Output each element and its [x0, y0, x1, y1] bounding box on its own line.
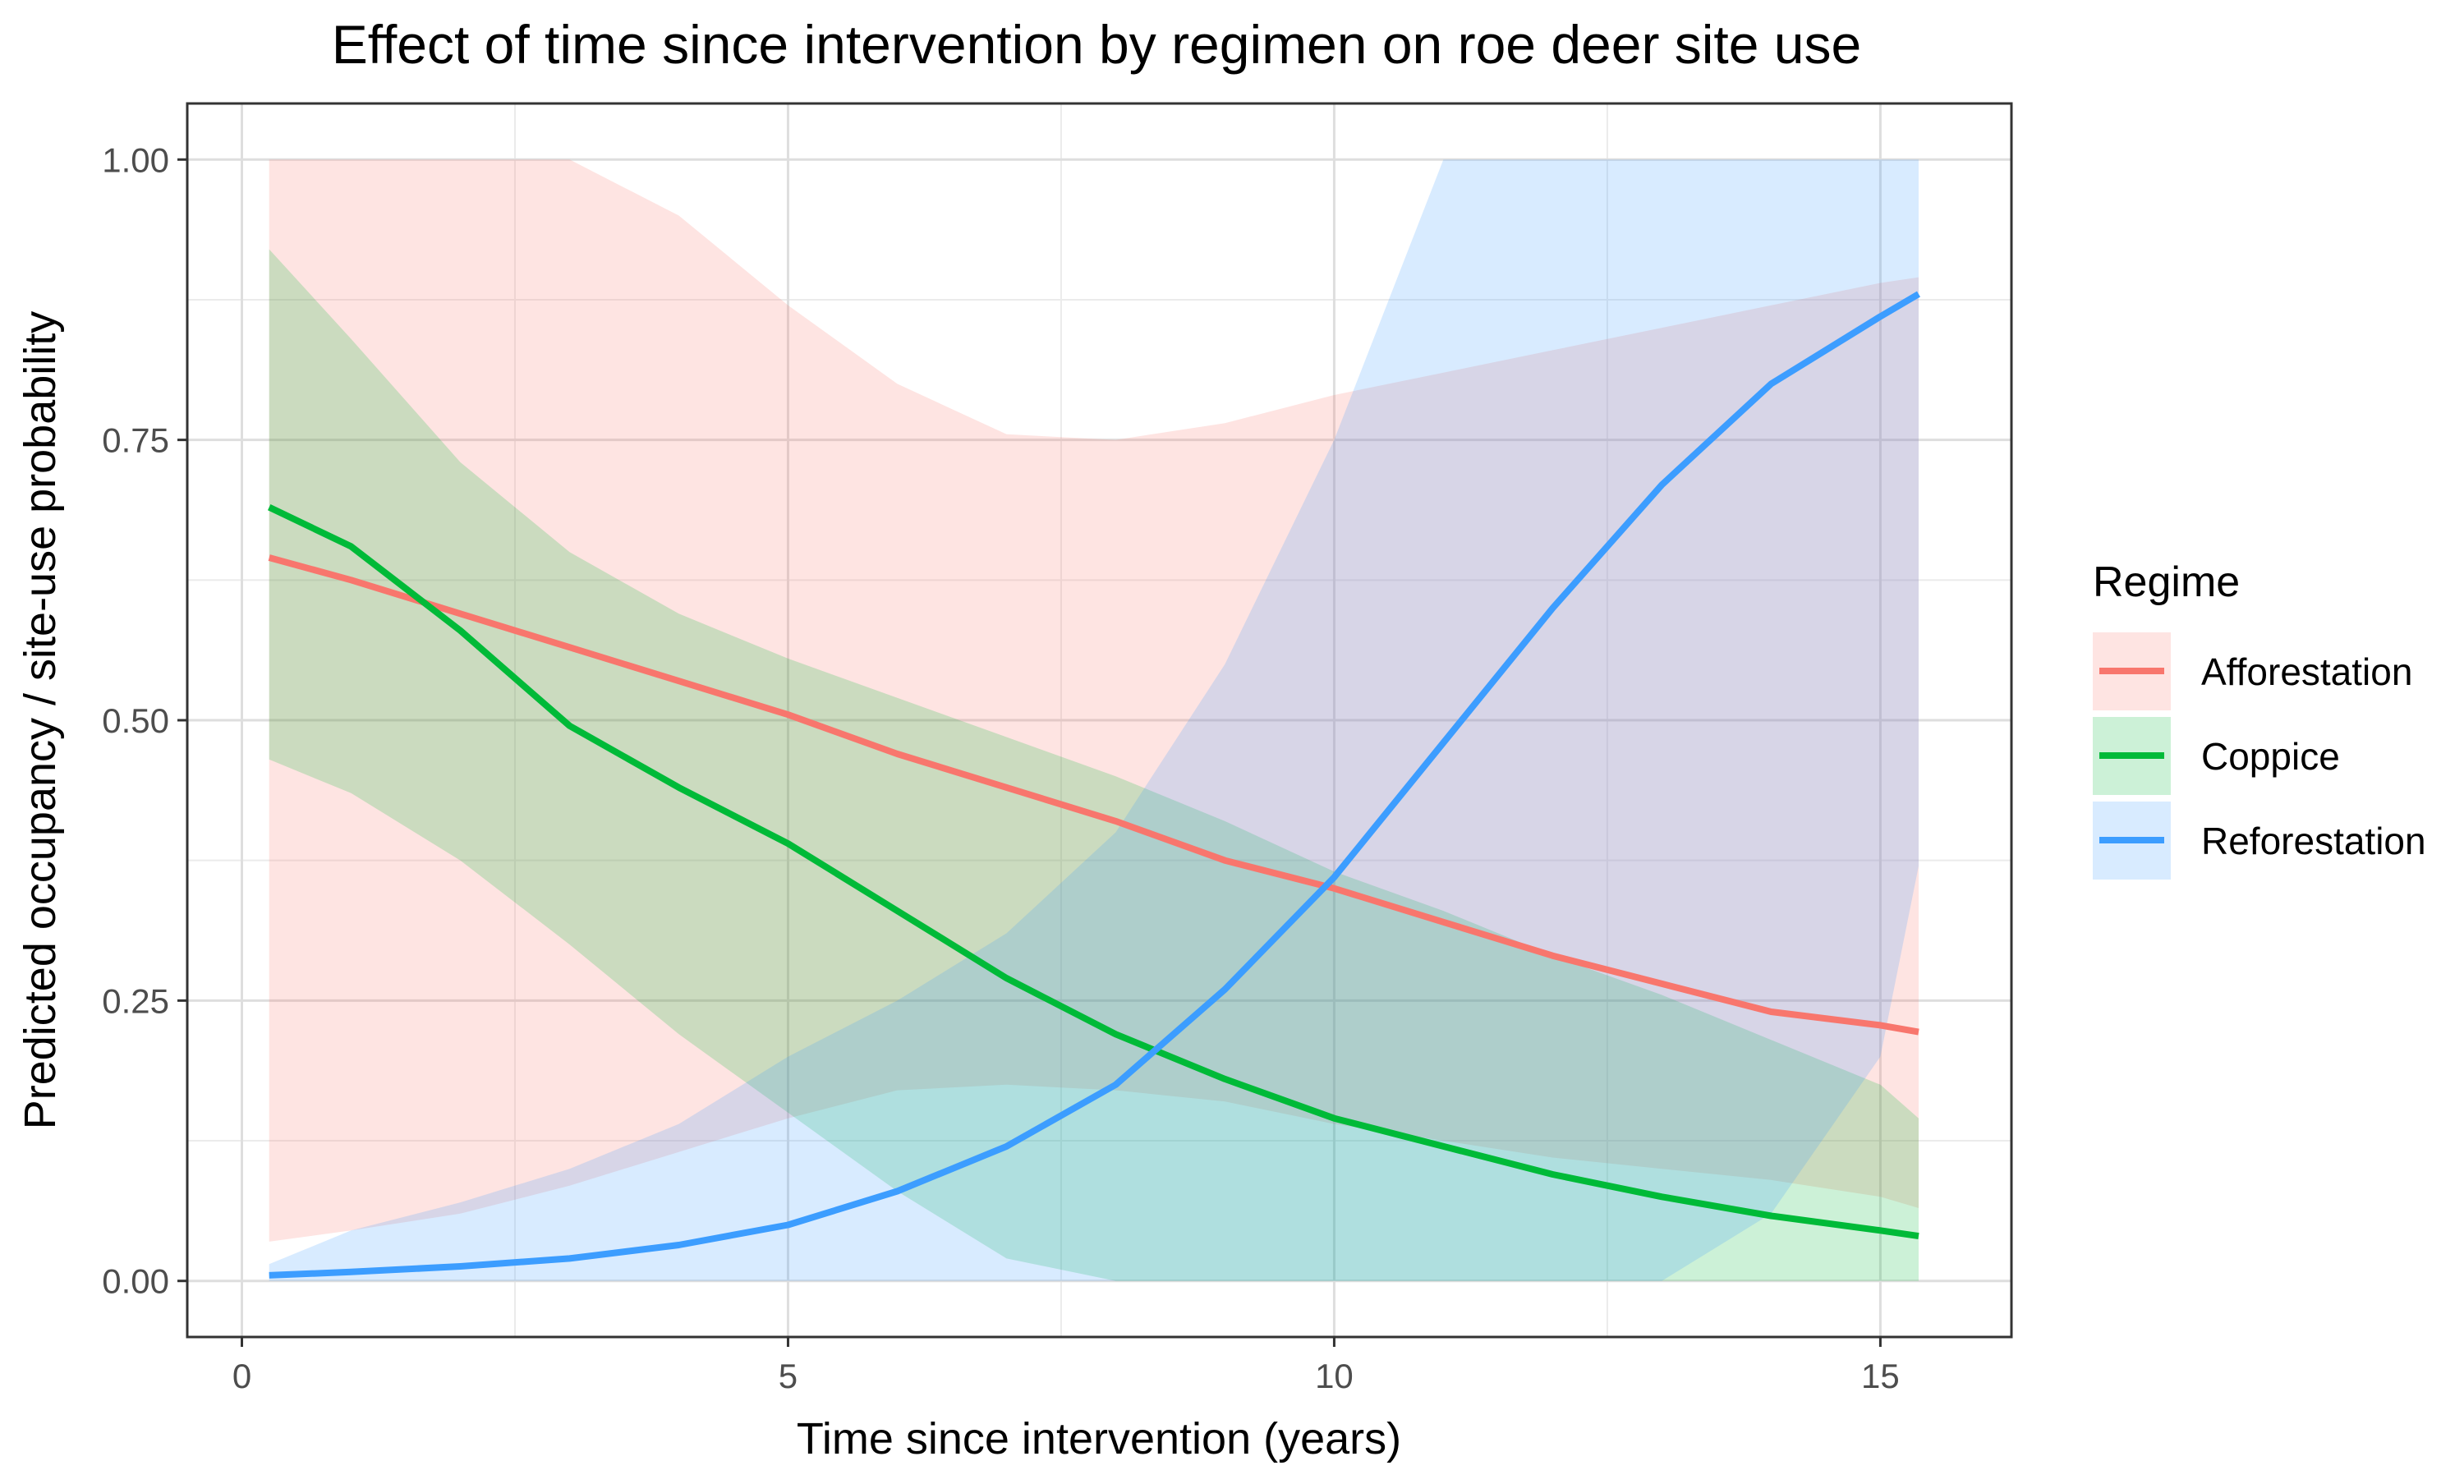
x-axis-title: Time since intervention (years) [797, 1414, 1401, 1463]
x-axis-ticks: 0 5 10 15 [232, 1337, 1900, 1395]
y-tick-label: 0.00 [102, 1262, 169, 1301]
ribbon-reforestation [269, 159, 1919, 1281]
legend-item-reforestation: Reforestation [2093, 802, 2426, 880]
legend-item-afforestation: Afforestation [2093, 632, 2412, 710]
x-tick-label: 15 [1861, 1357, 1900, 1395]
legend-title: Regime [2093, 558, 2240, 606]
y-tick-label: 1.00 [102, 140, 169, 179]
y-tick-label: 0.75 [102, 421, 169, 460]
grid-major [187, 103, 2011, 1337]
y-tick-label: 0.50 [102, 701, 169, 740]
series-lines [267, 291, 1921, 1279]
y-axis-title: Predicted occupancy / site-use probabili… [16, 311, 65, 1130]
legend-label-coppice: Coppice [2201, 735, 2340, 778]
legend-item-coppice: Coppice [2093, 717, 2340, 795]
ribbon-coppice [269, 249, 1919, 1281]
x-tick-label: 5 [779, 1357, 798, 1395]
chart-title: Effect of time since intervention by reg… [332, 14, 1861, 75]
confidence-ribbons [269, 159, 1919, 1281]
line-afforestation [268, 554, 1919, 1036]
line-reforestation [269, 291, 1921, 1279]
line-coppice [267, 503, 1919, 1240]
x-tick-label: 10 [1315, 1357, 1354, 1395]
y-tick-label: 0.25 [102, 981, 169, 1020]
y-axis-ticks: 0.00 0.25 0.50 0.75 1.00 [102, 140, 187, 1301]
legend: Regime Afforestation Coppice Reforestation [2093, 558, 2426, 880]
legend-label-afforestation: Afforestation [2201, 650, 2412, 693]
legend-label-reforestation: Reforestation [2201, 820, 2426, 862]
x-tick-label: 0 [232, 1357, 251, 1395]
ribbon-afforestation [269, 159, 1919, 1242]
